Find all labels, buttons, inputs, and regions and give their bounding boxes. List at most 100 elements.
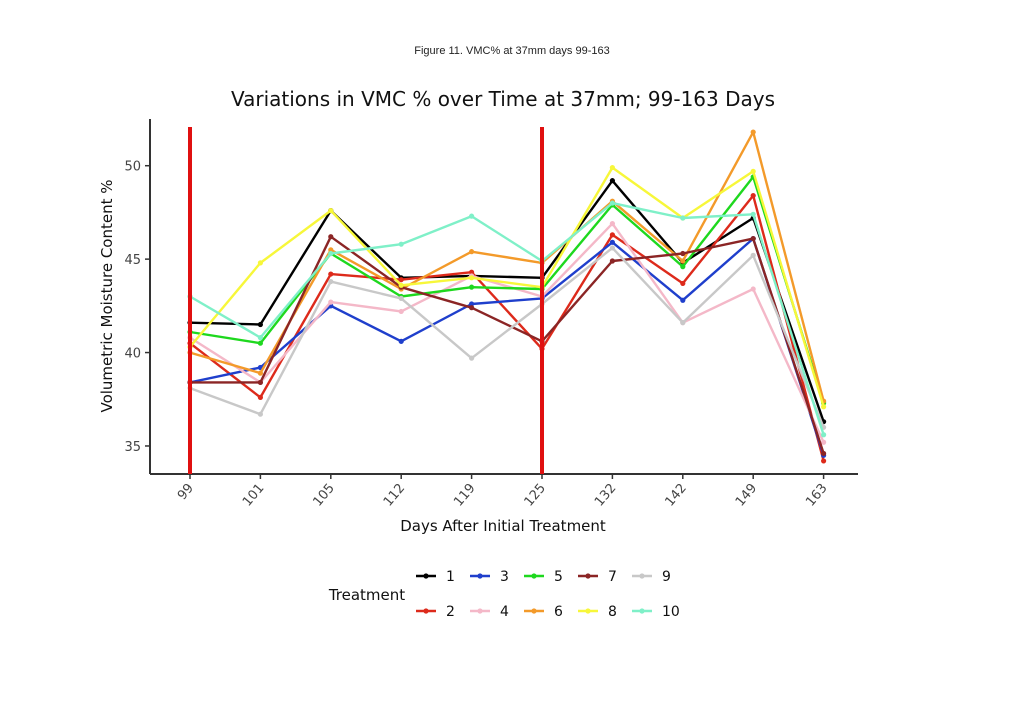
data-point xyxy=(469,301,475,307)
legend-swatch-dot xyxy=(423,608,429,614)
y-tick-label: 45 xyxy=(124,253,141,268)
legend-label-4: 4 xyxy=(500,604,509,620)
data-point xyxy=(257,335,263,341)
data-point xyxy=(609,178,616,184)
legend-swatch-dot xyxy=(423,573,429,579)
data-point xyxy=(821,458,827,464)
legend-label-7: 7 xyxy=(608,569,617,585)
legend-label-2: 2 xyxy=(446,604,455,620)
data-point xyxy=(821,450,827,457)
data-point xyxy=(398,282,404,288)
data-point xyxy=(469,355,475,361)
data-point xyxy=(680,264,686,270)
legend-label-9: 9 xyxy=(662,569,671,585)
series-line-9 xyxy=(189,246,825,428)
x-tick-label: 125 xyxy=(522,481,549,510)
legend-swatch-dot xyxy=(477,573,483,579)
data-point xyxy=(469,284,475,290)
data-point xyxy=(398,277,404,283)
data-point xyxy=(328,207,334,214)
x-tick-label: 142 xyxy=(662,481,689,510)
data-point xyxy=(750,193,756,199)
legend-label-3: 3 xyxy=(500,569,509,585)
data-point xyxy=(609,239,616,245)
data-point xyxy=(328,299,334,305)
legend-label-1: 1 xyxy=(446,569,455,585)
series-line-3 xyxy=(189,237,825,456)
legend: 1 2 3 4 5 6 7 8 9 10 xyxy=(416,569,680,620)
data-point xyxy=(257,321,263,328)
legend-swatch-dot xyxy=(477,608,483,614)
data-point xyxy=(398,308,404,315)
data-point xyxy=(257,260,263,266)
series-line-6 xyxy=(189,130,825,402)
data-point xyxy=(257,379,263,386)
data-point xyxy=(328,247,334,253)
data-point xyxy=(750,235,756,242)
legend-label-5: 5 xyxy=(554,569,563,585)
data-point xyxy=(609,221,616,227)
chart-title: Variations in VMC % over Time at 37mm; 9… xyxy=(231,87,775,111)
data-point xyxy=(328,278,334,285)
series-line-4 xyxy=(189,222,825,443)
data-point xyxy=(821,439,827,445)
data-point xyxy=(257,340,263,346)
x-tick-label: 101 xyxy=(240,481,267,510)
data-point xyxy=(469,269,475,275)
legend-swatch-dot xyxy=(585,608,591,614)
x-tick-label: 105 xyxy=(310,481,337,510)
data-point xyxy=(257,394,263,400)
data-point xyxy=(257,370,263,376)
data-point xyxy=(680,215,686,221)
series-line-5 xyxy=(189,175,825,404)
plot-area: 35 40 45 50 99 101 105 112 119 125 132 142 149 163 xyxy=(124,119,858,510)
data-point xyxy=(750,129,756,135)
data-point xyxy=(680,250,686,257)
data-point xyxy=(609,258,616,264)
legend-label-10: 10 xyxy=(662,604,680,620)
data-point xyxy=(821,432,827,438)
data-point xyxy=(609,245,616,251)
data-point xyxy=(609,200,616,206)
series-line-7 xyxy=(190,235,825,454)
data-point xyxy=(257,411,263,417)
x-tick-label: 119 xyxy=(451,481,478,510)
data-point xyxy=(821,404,827,410)
legend-label-8: 8 xyxy=(608,604,617,620)
x-tick-label: 132 xyxy=(592,481,619,510)
data-point xyxy=(469,275,475,281)
y-tick-label: 50 xyxy=(124,160,141,175)
data-point xyxy=(680,280,686,287)
data-point xyxy=(750,168,756,174)
data-point xyxy=(328,250,334,257)
legend-swatch-dot xyxy=(585,573,591,579)
legend-swatch-dot xyxy=(639,573,645,579)
data-point xyxy=(609,232,616,238)
data-point xyxy=(469,213,475,219)
series-line-10 xyxy=(189,201,825,436)
legend-swatch-dot xyxy=(531,573,537,579)
data-point xyxy=(680,320,686,326)
data-point xyxy=(750,252,756,258)
data-point xyxy=(609,164,616,171)
y-axis-label: Volumetric Moisture Content % xyxy=(98,179,116,412)
figure-caption: Figure 11. VMC% at 37mm days 99-163 xyxy=(414,45,610,57)
x-tick-label: 112 xyxy=(381,481,408,510)
data-point xyxy=(680,297,686,303)
data-point xyxy=(469,305,475,311)
data-point xyxy=(398,338,404,344)
data-point xyxy=(328,271,334,277)
data-point xyxy=(398,241,404,247)
series-line-8 xyxy=(189,166,825,408)
data-point xyxy=(398,295,404,301)
data-point xyxy=(750,211,756,217)
legend-label-6: 6 xyxy=(554,604,563,620)
legend-title: Treatment xyxy=(328,586,405,604)
y-tick-label: 35 xyxy=(124,440,141,455)
legend-swatch-dot xyxy=(531,608,537,614)
y-tick-label: 40 xyxy=(124,347,141,362)
x-axis-label: Days After Initial Treatment xyxy=(400,517,606,535)
x-tick-label: 149 xyxy=(733,481,760,510)
x-tick-label: 163 xyxy=(803,481,830,510)
